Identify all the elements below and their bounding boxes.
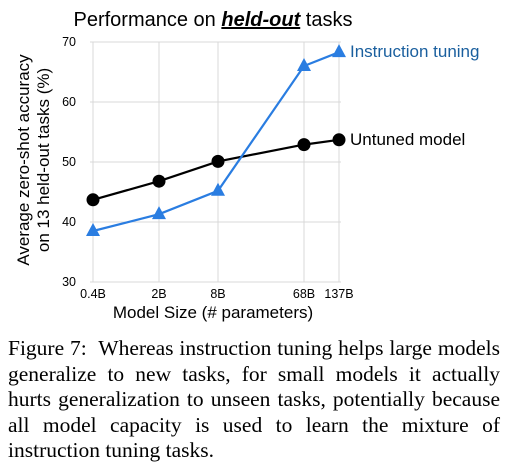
y-tick-label: 40 [62,215,76,229]
data-point [86,222,100,236]
x-axis-label: Model Size (# parameters) [113,303,313,322]
x-tick-label: 137B [324,287,353,301]
caption-text: Whereas instruction tuning helps large m… [8,336,500,462]
y-axis-label: Average zero-shot accuracy on 13 held-ou… [14,54,53,266]
y-tick-label: 70 [62,35,76,49]
y-axis-label-line-1: Average zero-shot accuracy [14,54,33,266]
x-tick-labels: 0.4B 2B 8B 68B 137B [80,287,353,301]
series-label: Instruction tuning [350,42,479,61]
gridlines [90,41,341,283]
x-tick-label: 8B [210,287,225,301]
y-tick-label: 30 [62,275,76,289]
data-point [297,138,311,152]
y-tick-label: 50 [62,155,76,169]
plot-area [86,44,346,236]
y-axis-label-line-2: on 13 held-out tasks (%) [34,68,53,252]
data-point [86,193,100,207]
data-point [332,133,346,147]
x-tick-label: 2B [151,287,166,301]
chart-title-emphasis: held-out [221,9,301,31]
y-tick-labels: 30 40 50 60 70 [62,35,76,289]
chart-title: Performance on held-out tasks [74,9,353,31]
series-labels: Instruction tuning Untuned model [350,42,479,149]
x-tick-label: 68B [293,287,315,301]
data-point [152,206,166,220]
data-point [152,174,166,188]
series-label: Untuned model [350,130,465,149]
x-tick-label: 0.4B [80,287,106,301]
caption-label: Figure 7: [8,336,87,360]
figure-caption: Figure 7: Whereas instruction tuning hel… [8,336,500,464]
data-point [211,154,225,168]
data-point [211,182,225,196]
data-point [332,44,346,58]
y-tick-label: 60 [62,95,76,109]
data-point [297,57,311,71]
